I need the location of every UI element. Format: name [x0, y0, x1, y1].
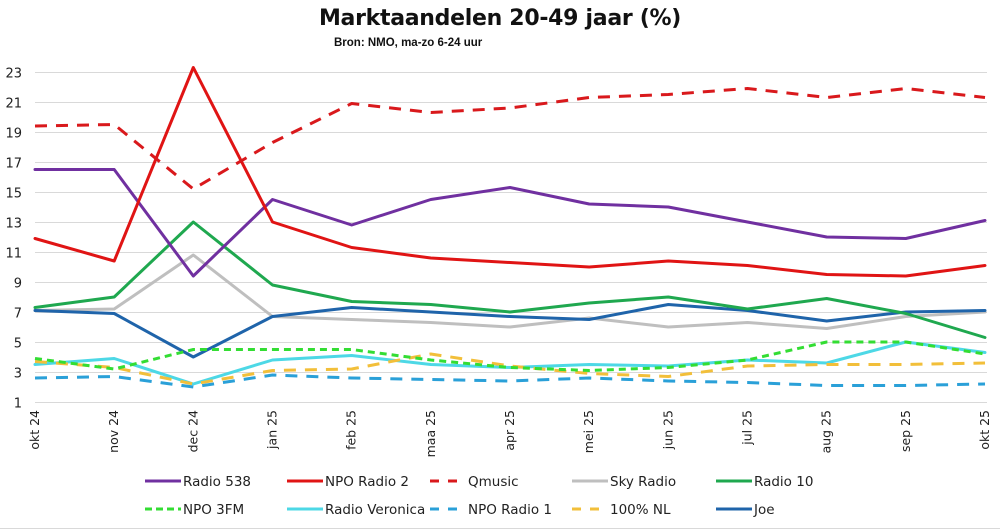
x-tick-label: sep 25 — [898, 410, 913, 452]
legend-item-joe: Joe — [716, 502, 775, 518]
x-tick-label: nov 24 — [106, 410, 121, 453]
series-npo-3fm — [34, 340, 986, 372]
series-npo-radio-1 — [34, 373, 986, 389]
series-radio-10 — [33, 220, 987, 339]
series-100pct-nl — [34, 352, 986, 386]
legend-item-npo-3fm: NPO 3FM — [145, 502, 244, 518]
x-axis: okt 24 nov 24 dec 24 jan 25 feb 25 maa 25 apr … — [27, 410, 992, 457]
x-tick-label: mei 25 — [581, 410, 596, 453]
chart-title: Marktaandelen 20-49 jaar (%) — [318, 6, 682, 31]
legend-item-100pct-nl: 100% NL — [572, 502, 671, 518]
y-tick-label: 15 — [5, 187, 22, 202]
legend-label: Sky Radio — [610, 474, 676, 490]
y-tick-label: 19 — [5, 127, 22, 142]
x-tick-label: okt 25 — [977, 410, 992, 450]
series-radio-veronica — [33, 340, 987, 386]
y-tick-label: 7 — [14, 307, 22, 322]
y-tick-label: 9 — [14, 277, 22, 292]
chart-subtitle: Bron: NMO, ma-zo 6-24 uur — [334, 37, 483, 49]
legend: Radio 538 NPO Radio 2 Qmusic Sky Radio Radio… — [145, 474, 813, 518]
legend-label: NPO 3FM — [183, 502, 244, 518]
legend-label: Qmusic — [468, 474, 519, 490]
legend-item-radio-10: Radio 10 — [716, 474, 813, 490]
series-line-radio-10 — [33, 220, 987, 339]
legend-item-radio-538: Radio 538 — [145, 474, 251, 490]
legend-label: NPO Radio 1 — [468, 502, 552, 518]
series-sky-radio — [33, 253, 987, 330]
series-line-joe — [33, 303, 987, 359]
legend-label: Radio 538 — [183, 474, 251, 490]
legend-label: 100% NL — [610, 502, 671, 518]
x-tick-label: okt 24 — [27, 410, 42, 450]
series-line-npo-3fm — [34, 340, 986, 372]
x-tick-label: jun 25 — [660, 410, 675, 450]
y-tick-label: 13 — [5, 217, 22, 232]
series-lines — [33, 66, 987, 389]
x-tick-label: apr 25 — [502, 410, 517, 451]
series-radio-538 — [33, 168, 987, 278]
y-tick-label: 1 — [14, 397, 22, 412]
y-tick-label: 21 — [5, 97, 22, 112]
series-joe — [33, 303, 987, 359]
legend-item-qmusic: Qmusic — [430, 474, 519, 490]
legend-label: Joe — [753, 502, 775, 518]
y-tick-label: 5 — [14, 337, 22, 352]
x-tick-label: dec 24 — [185, 410, 200, 452]
y-tick-label: 23 — [5, 67, 22, 82]
y-tick-label: 17 — [5, 157, 22, 172]
x-tick-label: aug 25 — [819, 410, 834, 453]
y-tick-label: 11 — [5, 247, 22, 262]
legend-item-sky-radio: Sky Radio — [572, 474, 676, 490]
x-tick-label: feb 25 — [344, 410, 359, 450]
x-tick-label: jul 25 — [740, 410, 755, 446]
legend-item-npo-radio-1: NPO Radio 1 — [430, 502, 552, 518]
series-line-sky-radio — [33, 253, 987, 330]
series-line-100pct-nl — [34, 352, 986, 386]
series-line-npo-radio-2 — [33, 66, 987, 278]
legend-item-radio-veronica: Radio Veronica — [287, 502, 425, 518]
x-tick-label: jan 25 — [265, 410, 280, 450]
series-line-radio-538 — [33, 168, 987, 278]
series-npo-radio-2 — [33, 66, 987, 278]
x-tick-label: maa 25 — [423, 410, 438, 457]
legend-label: Radio Veronica — [325, 502, 425, 518]
gridlines — [35, 72, 987, 403]
legend-item-npo-radio-2: NPO Radio 2 — [287, 474, 409, 490]
y-tick-label: 3 — [14, 367, 22, 382]
series-line-radio-veronica — [33, 340, 987, 386]
legend-label: NPO Radio 2 — [325, 474, 409, 490]
legend-label: Radio 10 — [754, 474, 813, 490]
